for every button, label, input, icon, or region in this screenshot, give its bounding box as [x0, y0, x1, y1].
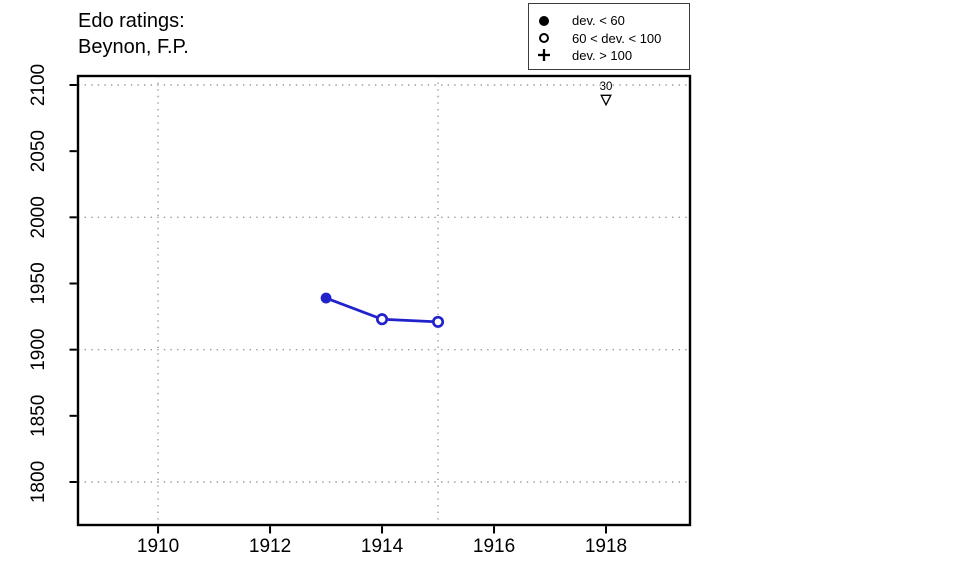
filled-circle-icon: [529, 15, 559, 26]
chart-title-line2: Beynon, F.P.: [78, 36, 189, 58]
chart-title-line1: Edo ratings:: [78, 10, 185, 32]
legend-label: dev. < 60: [572, 13, 625, 29]
legend-row-dev-60-100: 60 < dev. < 100: [529, 29, 689, 46]
plus-icon: [529, 48, 559, 62]
legend-label: dev. > 100: [572, 47, 633, 63]
y-tick-label: 1950: [28, 262, 49, 304]
legend-row-dev-gt-100: dev. > 100: [529, 47, 689, 64]
down-triangle-icon: [600, 94, 612, 107]
x-tick-label: 1912: [249, 536, 291, 557]
annotation-label: 30: [600, 81, 613, 93]
legend: dev. < 60 60 < dev. < 100 dev. > 100: [528, 3, 690, 70]
y-tick-label: 1800: [28, 461, 49, 503]
plot-border: [76, 74, 692, 527]
data-point-open: [431, 315, 445, 328]
legend-row-dev-lt-60: dev. < 60: [529, 12, 689, 29]
x-tick-label: 1910: [137, 536, 179, 557]
open-circle-icon: [529, 33, 559, 44]
y-tick-label: 2000: [28, 196, 49, 238]
legend-label: 60 < dev. < 100: [572, 30, 662, 46]
y-tick-label: 1850: [28, 395, 49, 437]
x-tick-label: 1916: [473, 536, 515, 557]
y-tick-label: 2100: [28, 64, 49, 106]
data-point-open: [375, 313, 389, 326]
data-point-filled: [320, 292, 332, 304]
chart-title: Edo ratings: Beynon, F.P.: [78, 8, 189, 60]
y-tick-label: 2050: [28, 130, 49, 172]
x-tick-label: 1918: [585, 536, 627, 557]
x-tick-label: 1914: [361, 536, 404, 557]
y-tick-label: 1900: [28, 329, 49, 371]
